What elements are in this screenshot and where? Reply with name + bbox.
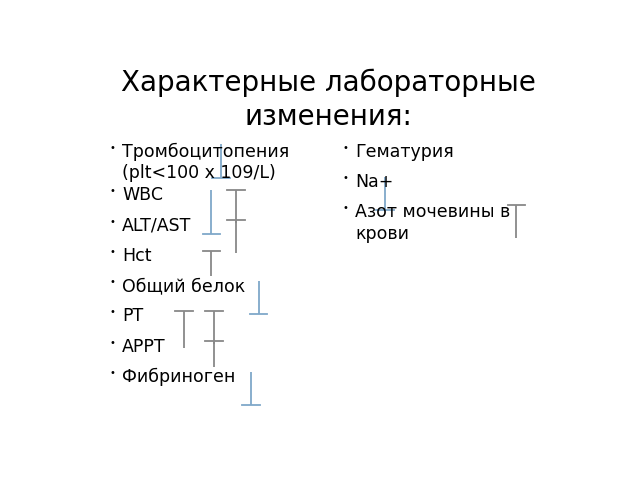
Text: •: •: [110, 368, 116, 378]
Text: WBC: WBC: [122, 186, 163, 204]
Text: •: •: [110, 216, 116, 227]
Text: Характерные лабораторные
изменения:: Характерные лабораторные изменения:: [120, 69, 536, 131]
Text: Тромбоцитопения
(plt<100 x 109/L): Тромбоцитопения (plt<100 x 109/L): [122, 143, 289, 182]
Text: •: •: [343, 143, 349, 153]
Text: •: •: [110, 308, 116, 317]
Text: •: •: [343, 203, 349, 213]
Text: PT: PT: [122, 308, 143, 325]
Text: Гематурия: Гематурия: [355, 143, 454, 161]
Text: APPT: APPT: [122, 338, 166, 356]
Text: ALT/AST: ALT/AST: [122, 216, 191, 235]
Text: Фибриноген: Фибриноген: [122, 368, 236, 386]
Text: Азот мочевины в
крови: Азот мочевины в крови: [355, 203, 511, 243]
Text: Na+: Na+: [355, 173, 394, 191]
Text: Hct: Hct: [122, 247, 152, 265]
Text: •: •: [110, 277, 116, 287]
Text: •: •: [110, 143, 116, 153]
Text: Общий белок: Общий белок: [122, 277, 245, 295]
Text: •: •: [343, 173, 349, 183]
Text: •: •: [110, 247, 116, 257]
Text: •: •: [110, 186, 116, 196]
Text: •: •: [110, 338, 116, 348]
